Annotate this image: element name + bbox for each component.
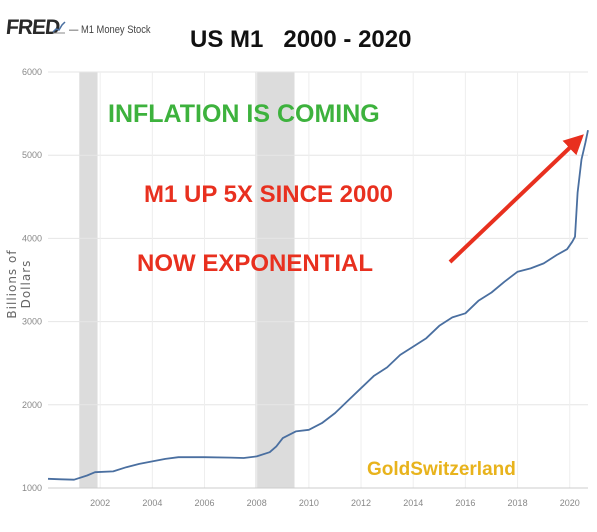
x-tick-label: 2014 — [403, 498, 423, 508]
x-tick-label: 2004 — [142, 498, 162, 508]
x-tick-label: 2002 — [90, 498, 110, 508]
axis-ticks: 1000 2000 3000 4000 5000 6000 2002 2004 2006 2008… — [22, 67, 580, 508]
annotation-exponential: NOW EXPONENTIAL — [137, 250, 374, 277]
y-tick-label: 5000 — [22, 150, 42, 160]
series-line-m1 — [47, 130, 589, 481]
y-tick-label: 6000 — [22, 67, 42, 77]
x-tick-label: 2012 — [351, 498, 371, 508]
series-layer — [47, 130, 589, 481]
watermark: GoldSwitzerland — [367, 459, 516, 480]
mini-chart-icon — [52, 21, 66, 34]
y-tick-label: 3000 — [22, 317, 42, 327]
annotation-m1-up: M1 UP 5X SINCE 2000 — [144, 181, 394, 208]
x-tick-label: 2008 — [247, 498, 267, 508]
recession-bands — [79, 72, 295, 488]
chart-title: US M1 2000 - 2020 — [190, 26, 412, 53]
recession-band — [255, 72, 295, 488]
y-tick-label: 2000 — [22, 400, 42, 410]
x-tick-label: 2018 — [508, 498, 528, 508]
x-tick-label: 2010 — [299, 498, 319, 508]
x-tick-label: 2020 — [560, 498, 580, 508]
gridlines — [48, 71, 588, 489]
recession-band — [79, 72, 98, 488]
series-legend: — M1 Money Stock — [69, 24, 151, 36]
x-tick-label: 2006 — [195, 498, 215, 508]
x-tick-label: 2016 — [455, 498, 475, 508]
y-tick-label: 4000 — [22, 233, 42, 243]
trend-arrow — [448, 134, 584, 264]
annotation-inflation: INFLATION IS COMING — [108, 100, 380, 128]
y-tick-label: 1000 — [22, 483, 42, 493]
